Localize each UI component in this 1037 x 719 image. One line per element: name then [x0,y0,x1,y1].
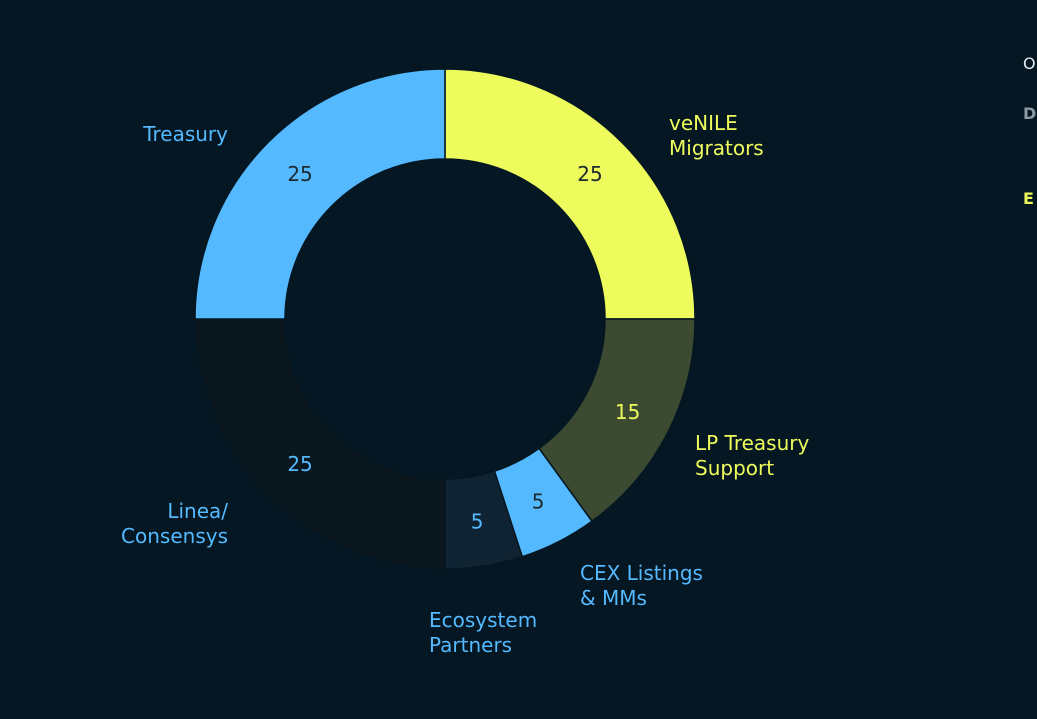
side-panel-text-2: D [1023,104,1037,123]
side-panel-text-1: O [1023,54,1036,73]
slices-group [194,68,696,570]
category-label-ecosystem-partners: Ecosystem Partners [429,608,537,657]
side-panel-text-3: E [1023,189,1034,208]
category-label-venile-migrators: veNILE Migrators [669,111,764,160]
category-label-line: Ecosystem [429,608,537,632]
category-label-line: & MMs [580,586,647,610]
category-label-line: Consensys [121,524,228,548]
category-label-line: Linea/ [167,499,228,523]
category-label-line: veNILE [669,111,738,135]
category-label-line: LP Treasury [695,431,810,455]
value-label-ecosystem-partners: 5 [471,509,484,533]
value-label-cex-listings-mms: 5 [532,490,545,514]
value-label-lp-treasury-support: 15 [615,400,640,424]
value-label-linea-consensys: 25 [287,452,312,476]
category-label-cex-listings-mms: CEX Listings & MMs [580,561,703,610]
slice-linea-consensys [194,318,446,570]
category-label-line: Treasury [142,122,228,146]
value-label-venile-migrators: 25 [577,162,602,186]
value-labels-group: 25 15 5 5 25 25 [287,162,640,533]
value-label-treasury: 25 [287,162,312,186]
slice-treasury [194,68,446,320]
category-label-line: Support [695,456,774,480]
category-labels-group: veNILE Migrators LP Treasury Support CEX Lis… [121,111,809,657]
category-label-linea-consensys: Linea/Consensys [121,499,228,548]
category-label-line: CEX Listings [580,561,703,585]
category-label-line: Partners [429,633,512,657]
category-label-lp-treasury-support: LP Treasury Support [695,431,810,480]
category-label-treasury: Treasury [142,122,228,146]
category-label-line: Migrators [669,136,764,160]
slice-venile-migrators [444,68,696,320]
